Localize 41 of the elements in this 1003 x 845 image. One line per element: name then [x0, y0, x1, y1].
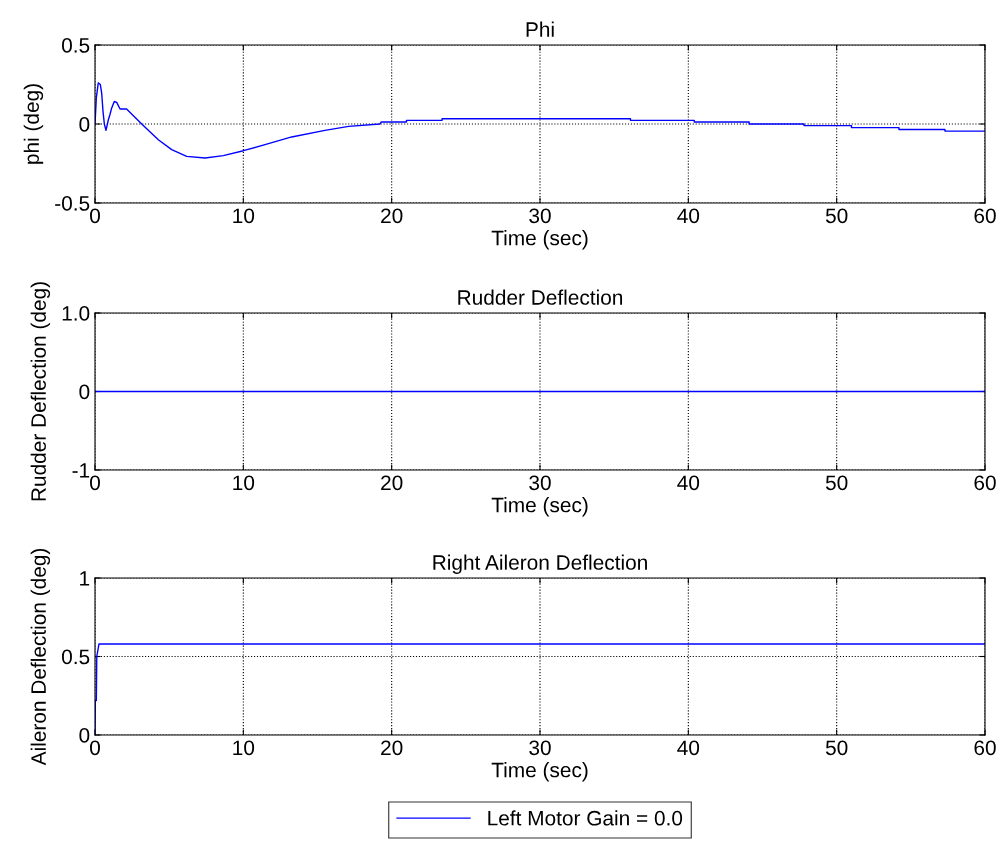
- x-tick-label: 50: [825, 208, 848, 224]
- legend-label: Left Motor Gain = 0.0: [488, 810, 683, 826]
- y-axis-title: Rudder Deflection (deg): [30, 282, 51, 501]
- y-tick-label: 0.5: [61, 649, 90, 665]
- chart-title: Phi: [526, 21, 554, 37]
- y-tick-label: -0.5: [55, 196, 90, 211]
- y-tick-label: 1: [80, 571, 90, 586]
- x-tick-label: 40: [677, 475, 700, 491]
- x-tick-label: 60: [974, 740, 996, 756]
- x-tick-label: 20: [381, 740, 403, 756]
- x-tick-label: 30: [529, 208, 551, 224]
- x-tick-label: 50: [825, 475, 848, 491]
- x-tick-label: 30: [529, 740, 551, 756]
- x-tick-label: 0: [90, 475, 100, 491]
- x-tick-label: 0: [90, 740, 100, 756]
- y-tick-label: 0: [79, 384, 90, 400]
- x-axis-title: Time (sec): [491, 762, 588, 782]
- line-series: [95, 82, 985, 159]
- chart-title: Rudder Deflection: [458, 289, 623, 305]
- y-tick-label: 0: [79, 728, 90, 743]
- x-tick-label: 40: [677, 740, 700, 756]
- x-tick-label: 10: [233, 208, 255, 224]
- x-tick-label: 60: [974, 475, 996, 491]
- y-tick-label: 0.5: [61, 38, 90, 53]
- x-tick-label: 0: [90, 208, 100, 224]
- y-tick-label: -1: [72, 463, 90, 478]
- x-tick-label: 40: [677, 208, 700, 224]
- x-tick-label: 50: [825, 740, 848, 756]
- y-tick-label: 1.0: [62, 306, 90, 321]
- x-tick-label: 60: [974, 208, 996, 224]
- y-axis-title: Aileron Deflection (deg): [30, 548, 51, 766]
- x-tick-label: 20: [381, 208, 403, 224]
- chart-title: Right Aileron Deflection: [433, 554, 647, 574]
- y-tick-label: 0: [79, 117, 90, 132]
- x-tick-label: 10: [233, 740, 255, 756]
- x-axis-title: Time (sec): [491, 497, 588, 517]
- x-axis-title: Time (sec): [491, 230, 588, 250]
- x-tick-label: 10: [233, 475, 255, 491]
- x-tick-label: 30: [529, 475, 551, 491]
- y-axis-title: phi (deg): [23, 84, 44, 164]
- x-tick-label: 20: [381, 475, 403, 491]
